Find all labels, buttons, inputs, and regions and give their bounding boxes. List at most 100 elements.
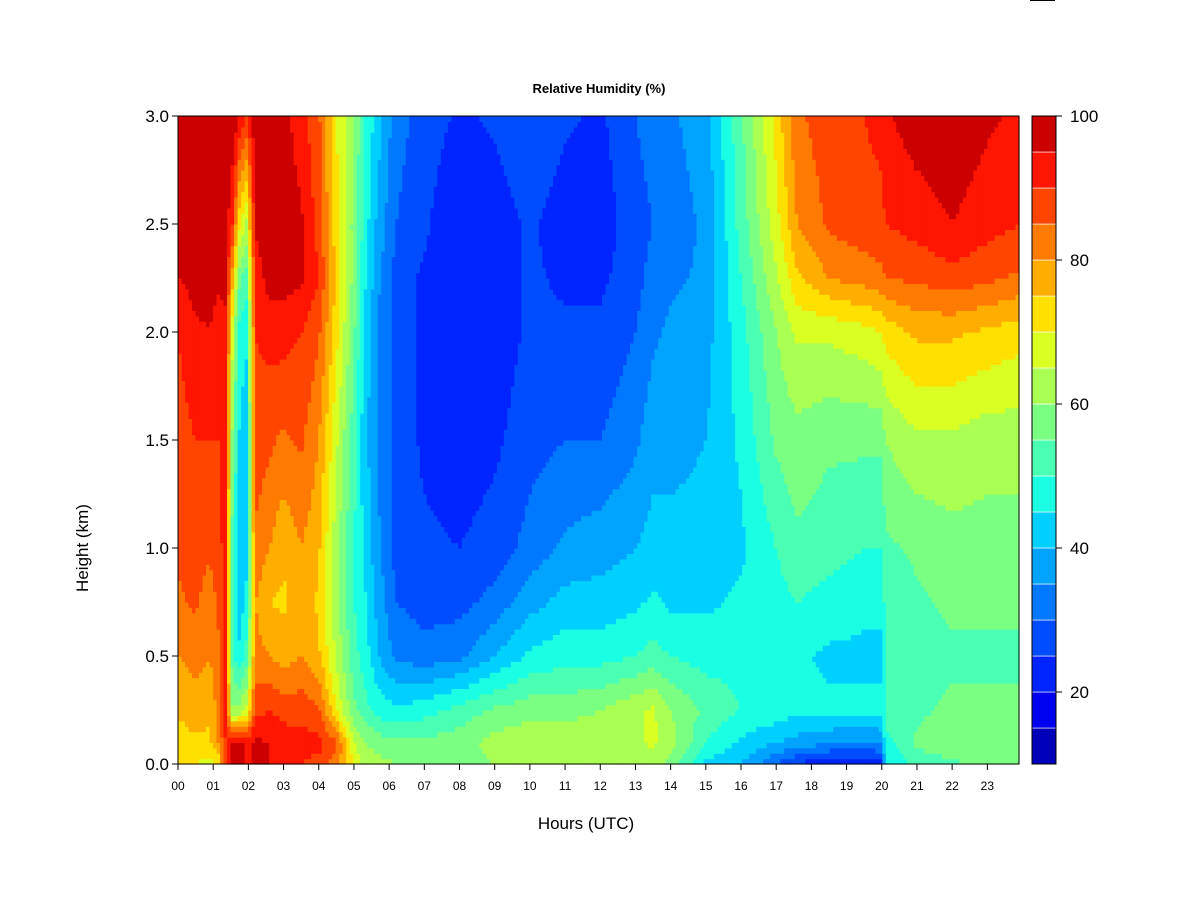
- heatmap-cell: [353, 326, 358, 511]
- heatmap-cell: [1001, 629, 1006, 684]
- heatmap-cell: [517, 342, 522, 533]
- heatmap-cell: [535, 720, 540, 765]
- heatmap-cell: [668, 305, 673, 495]
- heatmap-cell: [486, 710, 491, 738]
- heatmap-cell: [693, 704, 698, 722]
- heatmap-cell: [784, 116, 789, 187]
- heatmap-cell: [689, 116, 694, 193]
- heatmap-cell: [983, 116, 989, 149]
- heatmap-cell: [798, 731, 803, 749]
- heatmap-cell: [363, 720, 368, 743]
- heatmap-cell: [745, 758, 750, 765]
- heatmap-cell: [906, 375, 911, 425]
- heatmap-cell: [931, 251, 936, 290]
- heatmap-cell: [959, 116, 964, 203]
- heatmap-cell: [868, 747, 873, 760]
- heatmap-cell: [868, 758, 873, 765]
- heatmap-cell: [566, 116, 572, 139]
- heatmap-cell: [941, 256, 947, 290]
- heatmap-cell: [973, 283, 978, 311]
- heatmap-cell: [990, 364, 996, 414]
- heatmap-cell: [510, 602, 515, 635]
- heatmap-cell: [875, 726, 880, 743]
- heatmap-cell: [959, 256, 964, 290]
- heatmap-cell: [1011, 229, 1017, 274]
- heatmap-cell: [766, 207, 771, 295]
- heatmap-cell: [696, 710, 701, 716]
- heatmap-cell: [241, 737, 246, 743]
- heatmap-cell: [209, 742, 214, 760]
- heatmap-cell: [896, 278, 901, 306]
- heatmap-cell: [595, 575, 600, 630]
- heatmap-cell: [482, 677, 487, 695]
- heatmap-cell: [640, 288, 645, 425]
- heatmap-cell: [983, 369, 989, 414]
- heatmap-cell: [566, 720, 572, 765]
- heatmap-cell: [405, 737, 410, 765]
- heatmap-cell: [738, 116, 743, 274]
- heatmap-cell: [871, 758, 876, 765]
- heatmap-cell: [966, 332, 971, 376]
- heatmap-cell: [871, 310, 876, 328]
- heatmap-cell: [651, 116, 656, 360]
- heatmap-cell: [591, 116, 596, 306]
- heatmap-cell: [654, 116, 659, 349]
- heatmap-cell: [535, 116, 540, 479]
- heatmap-cell: [514, 548, 519, 598]
- heatmap-cell: [416, 683, 421, 700]
- heatmap-cell: [552, 596, 558, 635]
- heatmap-cell: [248, 164, 253, 198]
- heatmap-cell: [805, 116, 810, 122]
- heatmap-cell: [402, 164, 407, 608]
- heatmap-cell: [580, 440, 586, 517]
- heatmap-cell: [325, 116, 330, 193]
- heatmap-cell: [454, 688, 459, 706]
- heatmap-cell: [794, 305, 799, 344]
- heatmap-cell: [651, 688, 656, 706]
- heatmap-cell: [605, 704, 610, 765]
- heatmap-cell: [906, 305, 911, 333]
- heatmap-cell: [595, 688, 600, 711]
- heatmap-cell: [682, 612, 687, 662]
- heatmap-cell: [468, 720, 473, 765]
- heatmap-cell: [815, 742, 820, 754]
- heatmap-cell: [822, 753, 827, 760]
- heatmap-cell: [805, 310, 810, 344]
- heatmap-cell: [342, 429, 347, 673]
- heatmap-cell: [945, 116, 950, 214]
- heatmap-cell: [913, 575, 918, 733]
- heatmap-cell: [542, 116, 547, 209]
- heatmap-cell: [482, 753, 487, 765]
- heatmap-cell: [829, 747, 834, 760]
- heatmap-cell: [773, 548, 778, 722]
- heatmap-cell: [976, 305, 982, 333]
- heatmap-cell: [276, 116, 281, 301]
- heatmap-cell: [584, 440, 589, 517]
- heatmap-cell: [563, 305, 568, 441]
- heatmap-cell: [854, 461, 859, 554]
- heatmap-cell: [482, 634, 487, 662]
- heatmap-cell: [570, 440, 575, 527]
- heatmap-cell: [920, 342, 925, 387]
- heatmap-cell: [521, 656, 526, 679]
- heatmap-cell: [731, 715, 736, 743]
- heatmap-cell: [255, 116, 260, 241]
- heatmap-cell: [248, 229, 253, 257]
- heatmap-cell: [791, 402, 796, 506]
- heatmap-cell: [868, 116, 873, 144]
- heatmap-cell: [283, 359, 288, 430]
- heatmap-cell: [213, 305, 218, 441]
- heatmap-cell: [202, 321, 207, 441]
- heatmap-cell: [637, 672, 642, 695]
- heatmap-cell: [840, 726, 845, 743]
- heatmap-cell: [861, 326, 866, 360]
- heatmap-cell: [710, 342, 715, 614]
- heatmap-cell: [696, 666, 701, 711]
- heatmap-cell: [861, 116, 866, 252]
- heatmap-cell: [230, 359, 235, 430]
- heatmap-cell: [360, 116, 365, 241]
- heatmap-cell: [675, 688, 680, 765]
- heatmap-cell: [924, 386, 929, 430]
- heatmap-cell: [693, 467, 698, 614]
